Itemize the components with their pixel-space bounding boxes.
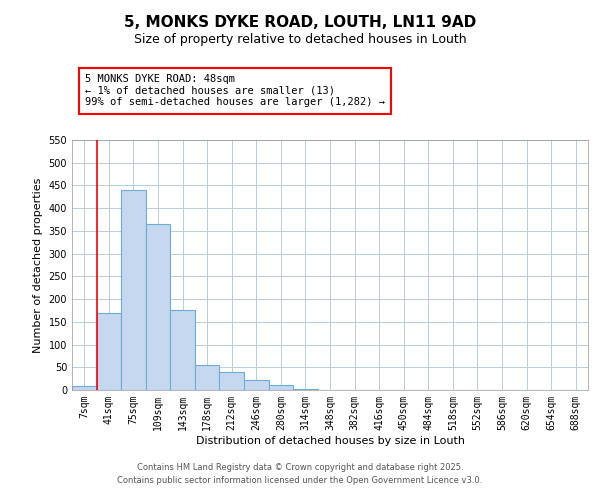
Bar: [121, 190, 146, 390]
Bar: [220, 372, 244, 390]
Text: Contains public sector information licensed under the Open Government Licence v3: Contains public sector information licen…: [118, 476, 482, 485]
Bar: [72, 386, 97, 390]
Bar: [195, 365, 220, 390]
Bar: [293, 389, 318, 390]
Bar: [244, 380, 269, 390]
Bar: [170, 310, 195, 390]
Text: Size of property relative to detached houses in Louth: Size of property relative to detached ho…: [134, 32, 466, 46]
Text: Contains HM Land Registry data © Crown copyright and database right 2025.: Contains HM Land Registry data © Crown c…: [137, 464, 463, 472]
Bar: [146, 224, 170, 390]
Text: 5, MONKS DYKE ROAD, LOUTH, LN11 9AD: 5, MONKS DYKE ROAD, LOUTH, LN11 9AD: [124, 15, 476, 30]
Bar: [269, 386, 293, 390]
X-axis label: Distribution of detached houses by size in Louth: Distribution of detached houses by size …: [196, 436, 464, 446]
Text: 5 MONKS DYKE ROAD: 48sqm
← 1% of detached houses are smaller (13)
99% of semi-de: 5 MONKS DYKE ROAD: 48sqm ← 1% of detache…: [85, 74, 385, 108]
Bar: [97, 312, 121, 390]
Y-axis label: Number of detached properties: Number of detached properties: [33, 178, 43, 352]
